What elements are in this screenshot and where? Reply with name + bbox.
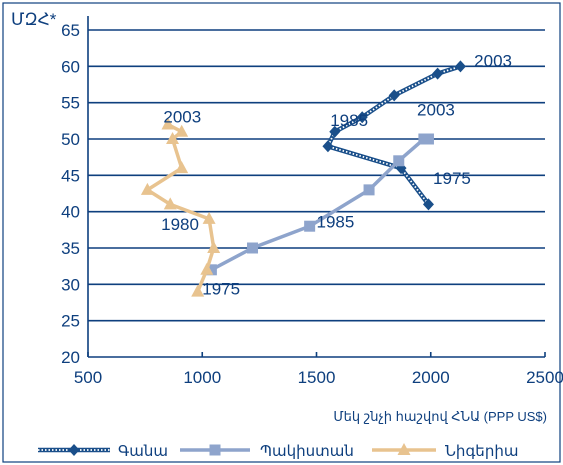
legend: Գանա Պակիստան Նիգերիա — [38, 443, 518, 460]
series-2-point — [200, 262, 214, 275]
series-2-point — [175, 124, 189, 137]
series-2-point — [161, 117, 175, 130]
y-tick-label: 40 — [61, 203, 80, 222]
data-label: 1980 — [161, 215, 199, 234]
series-2-point — [202, 211, 216, 224]
y-axis-title: ՄԶՀ* — [11, 10, 57, 29]
data-label: 2003 — [474, 51, 512, 70]
data-label: 2003 — [417, 101, 455, 120]
series-2-point — [140, 182, 154, 195]
series-2-point — [175, 161, 189, 174]
series-1-point — [304, 220, 316, 232]
legend-item-0: Գանա — [38, 443, 168, 460]
data-label: 2003 — [163, 107, 201, 126]
y-tick-label: 45 — [61, 166, 80, 185]
y-tick-label: 50 — [61, 130, 80, 149]
x-tick-label: 2500 — [526, 368, 563, 387]
series-2-point — [163, 197, 177, 210]
legend-label: Նիգերիա — [445, 443, 518, 460]
y-tick-label: 65 — [61, 21, 80, 40]
series-0-line — [325, 64, 462, 206]
series-layer — [140, 60, 466, 297]
series-2-point — [166, 132, 180, 144]
legend-item-2: Նիգերիա — [372, 443, 518, 460]
data-label: 1975 — [202, 280, 240, 299]
y-tick-label: 20 — [61, 348, 80, 367]
x-tick-label: 1500 — [298, 368, 336, 387]
series-2-point — [207, 241, 221, 253]
y-tick-label: 55 — [61, 94, 80, 113]
series-1 — [205, 133, 434, 276]
legend-marker — [68, 444, 80, 456]
series-1-point — [363, 184, 375, 196]
series-2-point — [191, 284, 205, 297]
y-tick-label: 30 — [61, 275, 80, 294]
grid-layer — [88, 29, 545, 358]
series-0-point — [322, 140, 334, 153]
series-2-line — [145, 122, 216, 294]
series-1-point — [247, 242, 259, 254]
series-1-point — [393, 155, 405, 167]
series-0 — [322, 60, 466, 211]
series-0-point — [388, 89, 400, 102]
legend-marker — [209, 444, 221, 456]
legend-marker — [397, 443, 411, 455]
series-0-point — [454, 60, 466, 73]
y-tick-label: 25 — [61, 312, 80, 331]
y-tick-label: 35 — [61, 239, 80, 258]
series-0-point — [432, 67, 444, 80]
data-label: 1985 — [330, 111, 368, 130]
series-1-point — [205, 264, 217, 276]
series-0-point — [422, 198, 434, 211]
x-axis-title: Մեկ շնչի հաշվով ՀՆԱ (PPP US$) — [333, 409, 547, 424]
x-tick-label: 1000 — [183, 368, 221, 387]
series-2 — [140, 117, 221, 297]
y-tick-label: 60 — [61, 57, 80, 76]
legend-label: Գանա — [118, 443, 168, 460]
data-label: 1985 — [317, 213, 355, 232]
series-0-point — [329, 125, 341, 138]
legend-item-1: Պակիստան — [180, 443, 354, 460]
x-tick-label: 2000 — [412, 368, 450, 387]
legend-label: Պակիստան — [260, 443, 354, 460]
x-tick-label: 500 — [74, 368, 102, 387]
series-1-point — [422, 133, 434, 145]
annotation-layer: 2003 1985 2003 1975 1985 2003 1980 1975 — [161, 51, 512, 298]
data-label: 1975 — [433, 169, 471, 188]
series-0-point — [356, 111, 368, 124]
